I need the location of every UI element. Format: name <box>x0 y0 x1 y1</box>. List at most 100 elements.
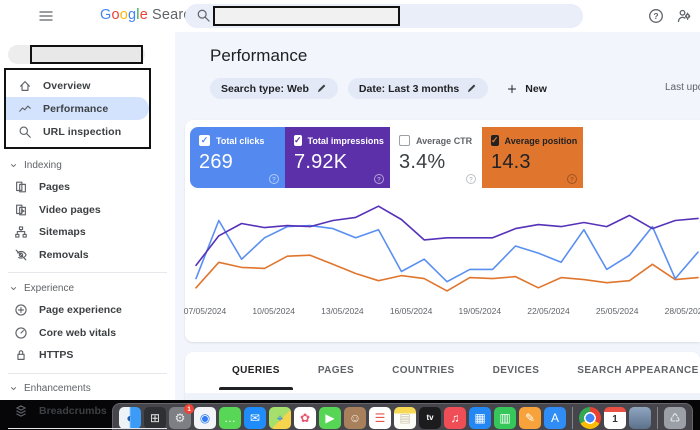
lock-icon <box>14 348 28 362</box>
mail-icon[interactable]: ✉ <box>244 407 266 429</box>
sidebar-item-video-pages[interactable]: Video pages <box>0 199 175 222</box>
metric-checkbox[interactable]: ✓ <box>294 135 302 146</box>
calendar-icon[interactable]: 1 <box>604 407 626 429</box>
annotation-box-primary-nav: Overview PerformanceURL inspection <box>4 68 151 149</box>
search-icon <box>196 8 211 23</box>
series-line-total-impressions <box>196 206 698 265</box>
svg-text:?: ? <box>653 11 658 21</box>
x-axis-label: 16/05/2024 <box>379 306 443 316</box>
search-bar[interactable] <box>185 4 583 28</box>
x-axis-label: 25/05/2024 <box>585 306 649 316</box>
sidebar-item-label: Overview <box>43 80 91 92</box>
new-filter-button[interactable]: New <box>506 83 547 95</box>
numbers-icon[interactable]: ▥ <box>494 407 516 429</box>
section-header-indexing[interactable]: Indexing <box>0 154 175 176</box>
section-header-enhancements[interactable]: Enhancements <box>0 378 175 400</box>
pages-app-icon[interactable]: ✎ <box>519 407 541 429</box>
svg-text:?: ? <box>570 176 574 183</box>
breadcrumbs-icon <box>14 404 28 418</box>
app-store-icon-glyph: A <box>551 412 559 424</box>
account-settings-icon[interactable] <box>676 8 692 24</box>
filter-chip-1[interactable]: Date: Last 3 months <box>348 78 488 99</box>
sidebar-item-removals[interactable]: Removals <box>0 244 175 267</box>
notes-icon[interactable]: ▤ <box>394 407 416 429</box>
help-icon[interactable]: ? <box>648 8 664 24</box>
hamburger-icon[interactable] <box>38 8 54 24</box>
help-icon[interactable]: ? <box>566 172 578 184</box>
series-line-average-position <box>196 255 698 291</box>
sidebar-item-overview[interactable]: Overview <box>6 74 149 97</box>
metric-checkbox[interactable]: ✓ <box>199 135 210 146</box>
sidebar-item-sitemaps[interactable]: Sitemaps <box>0 221 175 244</box>
chrome-icon[interactable] <box>579 407 601 429</box>
metric-value: 7.92K <box>294 151 381 174</box>
trash-icon[interactable]: ♺ <box>664 407 686 429</box>
help-icon[interactable]: ? <box>373 172 385 184</box>
photos-icon[interactable]: ✿ <box>294 407 316 429</box>
tab-search-appearance[interactable]: SEARCH APPEARANCE <box>558 365 700 390</box>
section-header-experience[interactable]: Experience <box>0 277 175 299</box>
dimension-tabs: QUERIESPAGESCOUNTRIESDEVICESSEARCH APPEA… <box>185 352 700 390</box>
metric-label: Total clicks <box>216 136 264 146</box>
facetime-icon[interactable]: ▶ <box>319 407 341 429</box>
sidebar-item-performance[interactable]: Performance <box>6 97 149 120</box>
tab-devices[interactable]: DEVICES <box>474 365 559 390</box>
metric-card-total-impressions[interactable]: ✓ Total impressions 7.92K? <box>285 127 390 188</box>
music-icon[interactable]: ♫ <box>444 407 466 429</box>
help-icon[interactable]: ? <box>465 172 477 184</box>
metric-checkbox[interactable]: ✓ <box>491 135 499 146</box>
account-settings-icon <box>676 8 692 24</box>
safari-icon-glyph: ◉ <box>200 412 210 424</box>
numbers-icon-glyph: ▥ <box>499 412 510 424</box>
sidebar-item-https[interactable]: HTTPS <box>0 344 175 367</box>
sidebar: Overview PerformanceURL inspection Indexi… <box>0 32 175 400</box>
sidebar-item-label: Core web vitals <box>39 327 116 339</box>
filter-chip-label: Search type: Web <box>221 83 309 95</box>
help-icon[interactable]: ? <box>268 172 280 184</box>
removals-icon <box>14 248 28 262</box>
chevron-down-icon <box>8 160 19 171</box>
tab-countries[interactable]: COUNTRIES <box>373 365 474 390</box>
sidebar-item-label: HTTPS <box>39 349 73 361</box>
x-axis-label: 07/05/2024 <box>175 306 237 316</box>
metric-checkbox[interactable] <box>399 135 410 146</box>
plus-icon <box>506 83 518 95</box>
apple-tv-icon[interactable]: tv <box>419 407 441 429</box>
annotation-box-property <box>30 45 143 64</box>
maps-icon[interactable]: ⌖ <box>269 407 291 429</box>
svg-text:?: ? <box>272 176 276 183</box>
tab-queries[interactable]: QUERIES <box>213 365 299 390</box>
keynote-icon[interactable]: ▦ <box>469 407 491 429</box>
sidebar-item-breadcrumbs[interactable]: Breadcrumbs <box>0 400 175 423</box>
app-store-icon[interactable]: A <box>544 407 566 429</box>
main-content: Performance Search type: Web Date: Last 3… <box>175 32 700 400</box>
pencil-icon <box>466 83 477 94</box>
svg-text:?: ? <box>469 176 473 183</box>
minimized-window-icon[interactable] <box>629 407 651 429</box>
notes-icon-glyph: ▤ <box>399 412 410 424</box>
sidebar-item-label: Video pages <box>39 204 101 216</box>
pencil-icon <box>316 83 327 94</box>
filter-chip-0[interactable]: Search type: Web <box>210 78 338 99</box>
calendar-icon-glyph: 1 <box>612 415 618 425</box>
metric-card-average-ctr[interactable]: Average CTR3.4%? <box>390 127 482 188</box>
metric-label: Total impressions <box>308 136 384 146</box>
x-axis-label: 22/05/2024 <box>517 306 581 316</box>
sidebar-item-pages[interactable]: Pages <box>0 176 175 199</box>
contacts-icon[interactable]: ☺ <box>344 407 366 429</box>
tab-pages[interactable]: PAGES <box>299 365 373 390</box>
messages-icon[interactable]: … <box>219 407 241 429</box>
metric-card-header: ✓Average position <box>491 135 574 146</box>
metric-card-average-position[interactable]: ✓Average position14.3? <box>482 127 583 188</box>
x-axis-label: 10/05/2024 <box>242 306 306 316</box>
metric-card-total-clicks[interactable]: ✓Total clicks269? <box>190 127 285 188</box>
sitemap-icon <box>14 225 28 239</box>
page-title: Performance <box>210 46 307 66</box>
reminders-icon[interactable]: ☰ <box>369 407 391 429</box>
sidebar-item-url-inspection[interactable]: URL inspection <box>6 120 149 143</box>
performance-chart[interactable] <box>185 188 700 302</box>
question-mark-icon: ? <box>566 173 578 185</box>
sidebar-item-core-web-vitals[interactable]: Core web vitals <box>0 322 175 345</box>
sidebar-item-page-experience[interactable]: Page experience <box>0 299 175 322</box>
safari-icon[interactable]: ◉ <box>194 407 216 429</box>
